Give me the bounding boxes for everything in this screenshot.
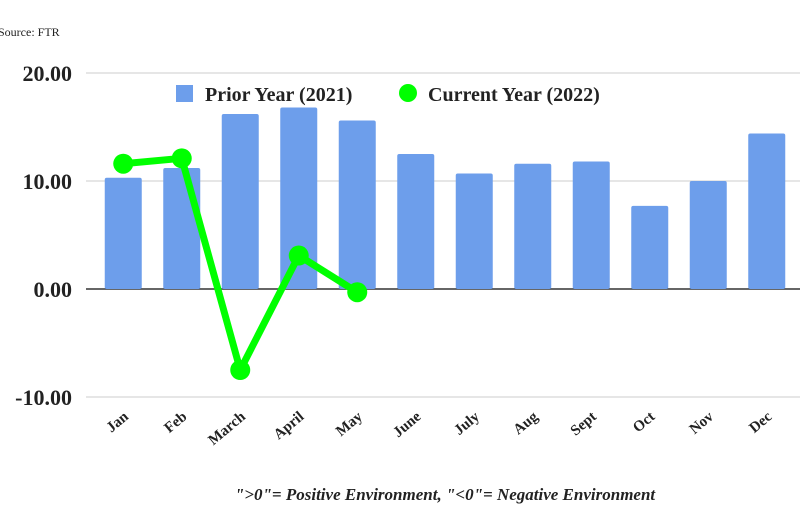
x-tick-label: Nov bbox=[687, 408, 717, 437]
x-tick-label: Dec bbox=[747, 409, 776, 437]
bar bbox=[689, 181, 727, 289]
x-tick-label: March bbox=[206, 408, 250, 448]
legend-label-prior: Prior Year (2021) bbox=[205, 84, 352, 106]
legend-swatch-prior bbox=[176, 85, 193, 102]
bar bbox=[631, 205, 669, 289]
x-tick-label: Sept bbox=[568, 409, 600, 439]
line-point bbox=[171, 148, 192, 169]
bar bbox=[280, 107, 318, 289]
bar bbox=[748, 133, 786, 289]
x-tick-label: Feb bbox=[162, 409, 191, 437]
bar bbox=[338, 120, 376, 290]
bar bbox=[397, 154, 435, 289]
line-point bbox=[288, 245, 309, 266]
y-tick-label: -10.00 bbox=[15, 385, 72, 410]
y-tick-label: 10.00 bbox=[23, 169, 73, 194]
bar bbox=[572, 161, 610, 289]
x-tick-label: July bbox=[451, 408, 483, 438]
bar bbox=[221, 114, 259, 289]
x-tick-label: Aug bbox=[511, 408, 542, 438]
x-tick-label: Jan bbox=[104, 408, 133, 436]
line-point bbox=[230, 360, 251, 380]
bar bbox=[514, 163, 552, 289]
bar bbox=[163, 168, 201, 289]
line-point bbox=[113, 153, 134, 174]
bar bbox=[104, 177, 142, 289]
x-tick-label: April bbox=[271, 409, 307, 443]
y-tick-label: 0.00 bbox=[34, 277, 73, 302]
x-tick-label: May bbox=[333, 408, 366, 439]
footnote: ">0"= Positive Environment, "<0"= Negati… bbox=[234, 485, 656, 504]
legend-label-current: Current Year (2022) bbox=[428, 84, 600, 106]
source-note: Source: FTR bbox=[0, 25, 60, 39]
bar bbox=[455, 173, 493, 289]
y-tick-label: 20.00 bbox=[23, 61, 73, 86]
x-tick-label: June bbox=[390, 409, 424, 441]
x-tick-label: Oct bbox=[630, 409, 658, 436]
line-point bbox=[347, 282, 368, 303]
legend-swatch-current bbox=[399, 84, 417, 102]
